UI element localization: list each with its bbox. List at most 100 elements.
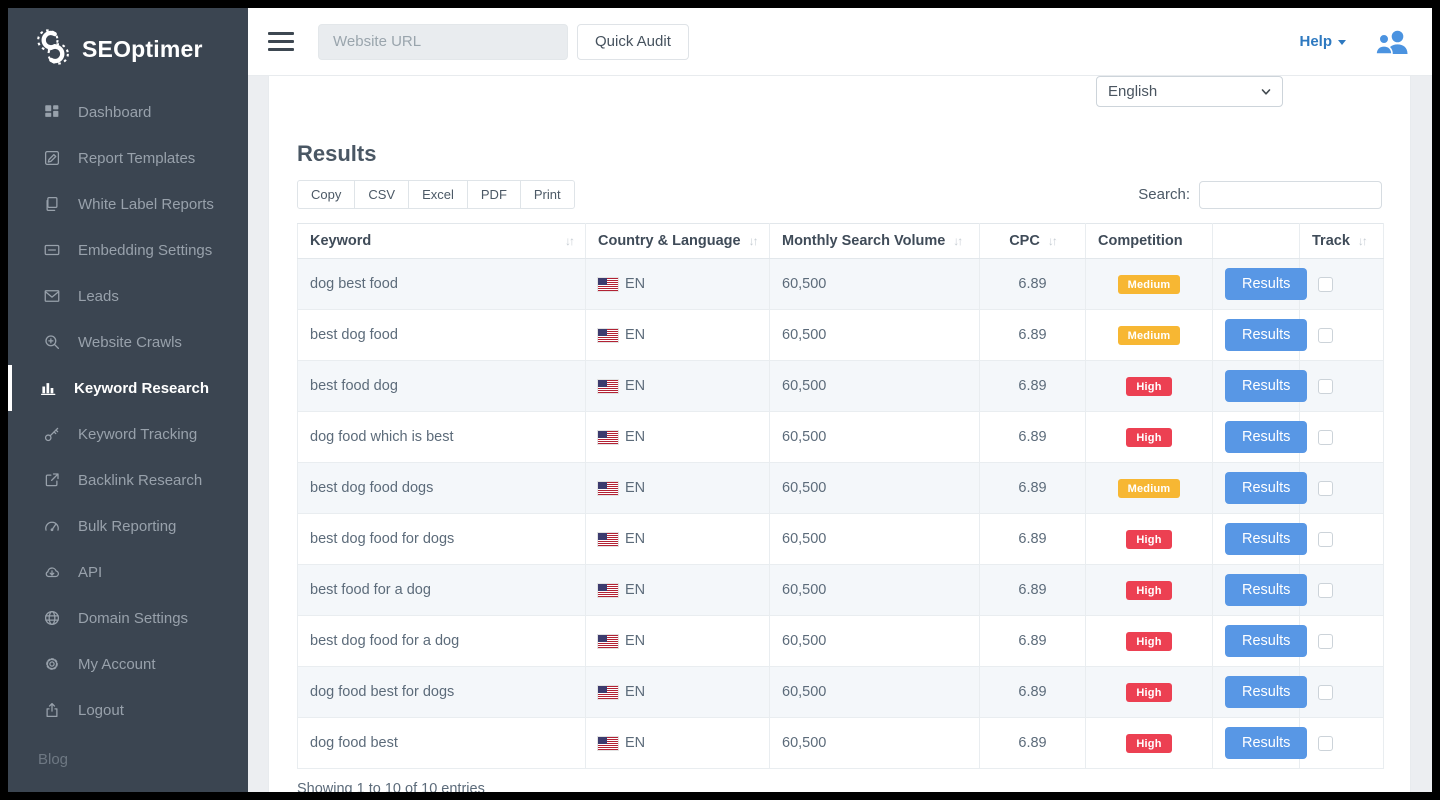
hamburger-menu-icon[interactable] — [268, 32, 294, 51]
sidebar-item-my-account[interactable]: My Account — [8, 641, 248, 687]
column-header-keyword[interactable]: Keyword ↓↑ — [297, 223, 586, 259]
results-button[interactable]: Results — [1225, 727, 1308, 759]
keyword-cell: best food dog — [297, 360, 586, 412]
keyword-cell: best dog food dogs — [297, 462, 586, 514]
results-button[interactable]: Results — [1225, 370, 1308, 402]
track-checkbox[interactable] — [1318, 735, 1333, 751]
track-checkbox[interactable] — [1318, 327, 1333, 343]
track-checkbox[interactable] — [1318, 378, 1333, 394]
app-window: SEOptimer Dashboard Report Templates Whi… — [8, 8, 1432, 792]
results-button[interactable]: Results — [1225, 421, 1308, 453]
track-cell — [1299, 411, 1384, 463]
cloud-download-icon — [42, 562, 62, 582]
column-header-competition: Competition — [1085, 223, 1213, 259]
sidebar-item-backlink-research[interactable]: Backlink Research — [8, 457, 248, 503]
action-cell: Results — [1212, 615, 1308, 667]
card-icon — [42, 240, 62, 260]
track-checkbox[interactable] — [1318, 582, 1333, 598]
sidebar-item-blog[interactable]: Blog — [38, 751, 69, 768]
track-checkbox[interactable] — [1318, 429, 1333, 445]
monthly-search-volume-cell: 60,500 — [769, 615, 980, 667]
us-flag-icon — [597, 480, 619, 496]
us-flag-icon — [597, 735, 619, 751]
sidebar-item-dashboard[interactable]: Dashboard — [8, 89, 248, 135]
us-flag-icon — [597, 378, 619, 394]
copy-export-button[interactable]: Copy — [297, 180, 356, 209]
us-flag-icon — [597, 633, 619, 649]
column-header-track[interactable]: Track ↓↑ — [1299, 223, 1384, 259]
cpc-cell: 6.89 — [979, 513, 1086, 565]
results-button[interactable]: Results — [1225, 676, 1308, 708]
cpc-cell: 6.89 — [979, 309, 1086, 361]
track-cell — [1299, 258, 1384, 310]
table-row: best food dog EN 60,500 6.89 High Result… — [297, 360, 1384, 412]
sidebar-item-keyword-research[interactable]: Keyword Research — [8, 365, 248, 411]
help-label: Help — [1299, 33, 1332, 50]
track-cell — [1299, 309, 1384, 361]
users-icon[interactable] — [1374, 29, 1410, 55]
table-info-text: Showing 1 to 10 of 10 entries — [297, 781, 485, 792]
track-checkbox[interactable] — [1318, 684, 1333, 700]
column-header-volume[interactable]: Monthly Search Volume ↓↑ — [769, 223, 980, 259]
competition-cell: High — [1085, 411, 1213, 463]
sidebar-item-report-templates[interactable]: Report Templates — [8, 135, 248, 181]
sort-icon: ↓↑ — [953, 234, 963, 248]
sidebar-item-keyword-tracking[interactable]: Keyword Tracking — [8, 411, 248, 457]
quick-audit-button[interactable]: Quick Audit — [577, 23, 689, 60]
results-button[interactable]: Results — [1225, 319, 1308, 351]
help-menu[interactable]: Help — [1299, 33, 1346, 50]
sidebar-item-leads[interactable]: Leads — [8, 273, 248, 319]
track-checkbox[interactable] — [1318, 531, 1333, 547]
logo[interactable]: SEOptimer — [8, 8, 248, 89]
keyword-cell: best dog food — [297, 309, 586, 361]
keyword-cell: dog food best for dogs — [297, 666, 586, 718]
sidebar-item-domain-settings[interactable]: Domain Settings — [8, 595, 248, 641]
sidebar-item-website-crawls[interactable]: Website Crawls — [8, 319, 248, 365]
pdf-export-button[interactable]: PDF — [466, 180, 521, 209]
monthly-search-volume-cell: 60,500 — [769, 462, 980, 514]
column-header-cpc[interactable]: CPC ↓↑ — [979, 223, 1086, 259]
sidebar-item-api[interactable]: API — [8, 549, 248, 595]
table-row: dog food best for dogs EN 60,500 6.89 Hi… — [297, 666, 1384, 718]
sidebar-item-bulk-reporting[interactable]: Bulk Reporting — [8, 503, 248, 549]
language-select-value: English — [1108, 83, 1158, 100]
competition-badge: High — [1126, 682, 1172, 702]
envelope-icon — [42, 286, 62, 306]
chevron-down-icon — [1261, 88, 1271, 95]
track-cell — [1299, 717, 1384, 769]
sort-icon: ↓↑ — [565, 234, 575, 248]
results-button[interactable]: Results — [1225, 625, 1308, 657]
sidebar-item-logout[interactable]: Logout — [8, 687, 248, 733]
caret-down-icon — [1338, 40, 1346, 45]
print-export-button[interactable]: Print — [519, 180, 575, 209]
competition-cell: High — [1085, 615, 1213, 667]
cpc-cell: 6.89 — [979, 411, 1086, 463]
csv-export-button[interactable]: CSV — [354, 180, 410, 209]
results-button[interactable]: Results — [1225, 472, 1308, 504]
track-checkbox[interactable] — [1318, 276, 1333, 292]
sort-icon: ↓↑ — [748, 234, 759, 248]
language-select[interactable]: English — [1096, 76, 1283, 107]
sidebar-item-white-label-reports[interactable]: White Label Reports — [8, 181, 248, 227]
table-row: best food for a dog EN 60,500 6.89 High … — [297, 564, 1384, 616]
track-cell — [1299, 615, 1384, 667]
results-button[interactable]: Results — [1225, 574, 1308, 606]
keyword-cell: dog food best — [297, 717, 586, 769]
sort-icon: ↓↑ — [1047, 234, 1058, 248]
results-button[interactable]: Results — [1225, 268, 1308, 300]
track-checkbox[interactable] — [1318, 633, 1333, 649]
keyword-cell: best food for a dog — [297, 564, 586, 616]
us-flag-icon — [597, 582, 619, 598]
results-button[interactable]: Results — [1225, 523, 1308, 555]
sidebar-item-embedding-settings[interactable]: Embedding Settings — [8, 227, 248, 273]
monthly-search-volume-cell: 60,500 — [769, 360, 980, 412]
website-url-input[interactable] — [318, 23, 568, 60]
track-checkbox[interactable] — [1318, 480, 1333, 496]
competition-cell: High — [1085, 666, 1213, 718]
search-input[interactable] — [1199, 180, 1382, 209]
gear-icon — [42, 654, 62, 674]
cpc-cell: 6.89 — [979, 717, 1086, 769]
column-header-country[interactable]: Country & Language ↓↑ — [585, 223, 770, 259]
excel-export-button[interactable]: Excel — [408, 180, 468, 209]
monthly-search-volume-cell: 60,500 — [769, 564, 980, 616]
